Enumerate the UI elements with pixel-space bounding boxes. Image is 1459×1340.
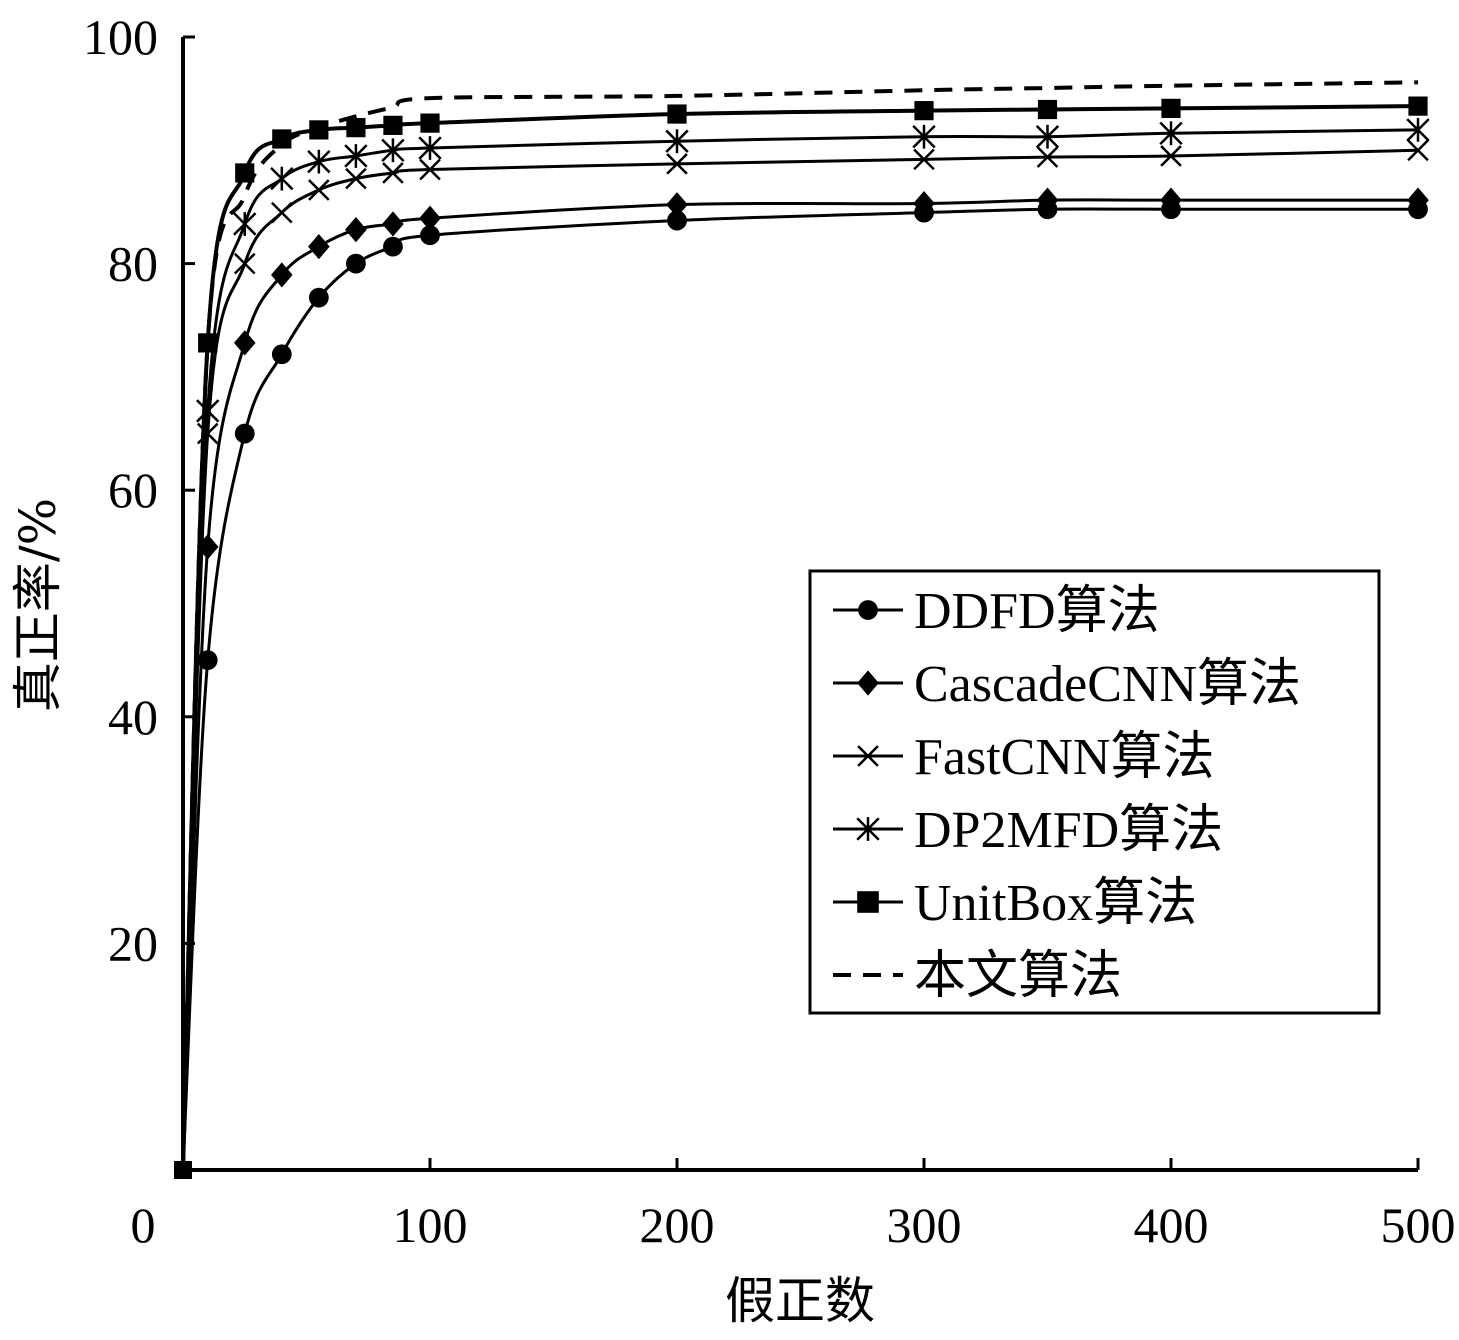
x-tick-label: 100 — [393, 1197, 468, 1253]
asterisk-marker — [1159, 121, 1183, 146]
square-marker — [914, 101, 934, 121]
x-marker — [1407, 139, 1429, 162]
x-marker — [345, 167, 367, 190]
x-tick-label: 200 — [640, 1197, 715, 1253]
diamond-marker — [666, 192, 688, 218]
series-6 — [181, 80, 1419, 1171]
x-marker — [233, 252, 256, 275]
square-marker — [1408, 96, 1428, 116]
asterisk-marker — [233, 212, 257, 236]
legend-label: UnitBox算法 — [914, 875, 1197, 932]
square-marker — [1037, 99, 1058, 120]
square-marker — [857, 891, 879, 913]
x-tick-label: 300 — [887, 1197, 962, 1253]
asterisk-marker — [307, 149, 331, 174]
y-tick-label: 60 — [108, 462, 158, 518]
diamond-marker — [196, 534, 219, 560]
asterisk-marker — [381, 138, 405, 163]
diamond-marker — [419, 205, 441, 231]
diamond-marker — [271, 262, 293, 288]
asterisk-marker — [856, 817, 880, 841]
diamond-marker — [382, 211, 404, 237]
legend-box — [808, 569, 1381, 1015]
x-tick-label: 0 — [131, 1197, 156, 1253]
square-marker — [235, 163, 255, 183]
circle-marker — [858, 600, 878, 620]
asterisk-marker — [1406, 118, 1430, 142]
asterisk-marker — [1035, 124, 1060, 149]
y-tick-label: 80 — [108, 236, 158, 292]
series-4 — [181, 118, 1430, 1171]
diamond-marker — [913, 190, 935, 217]
ticks: 0 100 200 300 400 500 20 40 60 80 100 — [83, 9, 1456, 1253]
diamond-marker — [308, 234, 330, 260]
legend-item: 本文算法 — [833, 948, 1122, 1005]
x-axis-label: 假正数 — [725, 1272, 875, 1330]
legend-item: CascadeCNN算法 — [833, 656, 1301, 713]
x-tick-label: 500 — [1381, 1197, 1456, 1253]
x-marker — [1036, 146, 1059, 168]
x-marker — [913, 148, 935, 171]
square-marker — [272, 129, 292, 149]
y-axis-label: 真正率/% — [9, 498, 67, 712]
y-tick-label: 40 — [108, 689, 158, 745]
square-marker — [383, 115, 403, 135]
asterisk-marker — [912, 124, 936, 149]
diamond-marker — [345, 217, 367, 243]
x-marker — [666, 153, 688, 175]
series-layer — [174, 80, 1430, 1179]
series-line — [181, 80, 1419, 1171]
asterisk-marker — [418, 136, 442, 160]
diamond-marker — [233, 330, 256, 356]
circle-marker — [234, 423, 255, 444]
x-tick-label: 400 — [1134, 1197, 1209, 1253]
y-tick-label: 100 — [83, 9, 158, 65]
diamond-marker — [1160, 187, 1182, 213]
asterisk-marker — [344, 144, 368, 168]
axes — [181, 37, 1418, 1172]
square-marker — [346, 118, 366, 138]
legend-label: FastCNN算法 — [914, 729, 1214, 786]
legend-item: FastCNN算法 — [833, 729, 1214, 786]
legend-label: 本文算法 — [914, 948, 1122, 1005]
y-tick-label: 20 — [108, 915, 158, 971]
circle-marker — [346, 253, 366, 274]
legend-label: DDFD算法 — [914, 583, 1160, 640]
legend-item: DDFD算法 — [833, 583, 1160, 640]
asterisk-marker — [665, 129, 689, 154]
x-marker — [308, 179, 330, 201]
diamond-marker — [857, 670, 879, 696]
diamond-marker — [1407, 187, 1429, 213]
circle-marker — [667, 210, 687, 231]
x-marker — [419, 158, 441, 181]
legend-item: UnitBox算法 — [833, 875, 1197, 932]
circle-marker — [308, 287, 329, 308]
x-marker — [382, 162, 404, 184]
diamond-marker — [1036, 187, 1059, 213]
x-marker — [1160, 145, 1182, 167]
square-marker — [1161, 98, 1181, 118]
legend-label: CascadeCNN算法 — [914, 656, 1301, 713]
x-marker — [857, 745, 879, 767]
legend: DDFD算法 CascadeCNN算法 FastCNN算法 DP2MFD算法 UnitB… — [808, 569, 1381, 1015]
legend-label: DP2MFD算法 — [914, 802, 1223, 859]
legend-item: DP2MFD算法 — [833, 802, 1223, 859]
circle-marker — [420, 225, 440, 246]
circle-marker — [271, 344, 292, 365]
square-marker — [667, 104, 687, 124]
square-marker — [420, 113, 440, 133]
x-marker — [271, 201, 293, 224]
asterisk-marker — [196, 399, 220, 423]
circle-marker — [383, 236, 403, 257]
series-2 — [181, 187, 1429, 1171]
asterisk-marker — [270, 166, 294, 191]
